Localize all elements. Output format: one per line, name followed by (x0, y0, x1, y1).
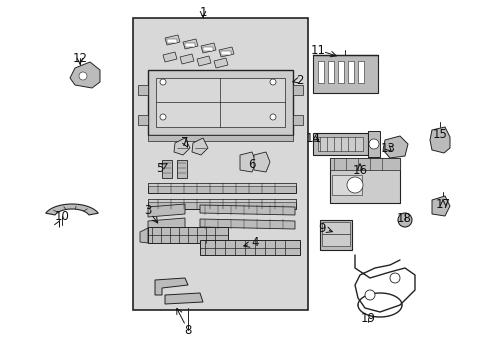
Bar (200, 240, 299, 255)
Circle shape (160, 114, 165, 120)
Bar (337, 61, 343, 83)
Polygon shape (197, 56, 210, 66)
Polygon shape (201, 43, 216, 53)
Text: 15: 15 (432, 129, 447, 141)
Bar (327, 61, 333, 83)
Bar (138, 115, 148, 125)
Polygon shape (70, 62, 100, 88)
Circle shape (269, 79, 275, 85)
Bar (162, 160, 172, 178)
Bar (133, 18, 307, 310)
Text: 12: 12 (72, 51, 87, 64)
Circle shape (389, 273, 399, 283)
Polygon shape (140, 228, 148, 243)
Bar (148, 135, 292, 141)
Polygon shape (253, 152, 269, 172)
Circle shape (397, 213, 411, 227)
Bar (347, 61, 353, 83)
Bar (329, 158, 399, 170)
Text: 8: 8 (184, 324, 191, 337)
Bar (221, 51, 230, 55)
Bar (138, 85, 148, 95)
Bar (357, 61, 363, 83)
Polygon shape (240, 152, 256, 172)
Bar (148, 199, 295, 202)
Circle shape (346, 177, 362, 193)
Bar (319, 220, 351, 250)
Text: 17: 17 (435, 198, 449, 211)
Text: 11: 11 (310, 44, 325, 57)
Bar (156, 78, 285, 127)
Text: 18: 18 (396, 211, 410, 225)
Bar (148, 183, 295, 186)
Bar (321, 222, 349, 234)
Bar (148, 183, 295, 193)
Text: 19: 19 (360, 311, 375, 324)
Bar (167, 39, 177, 43)
Bar (184, 43, 195, 47)
Text: 16: 16 (352, 163, 367, 176)
Bar (292, 115, 303, 125)
Bar (312, 133, 367, 155)
Text: 10: 10 (55, 210, 69, 222)
Bar (177, 160, 186, 178)
Text: 1: 1 (199, 5, 206, 18)
Text: 6: 6 (248, 158, 255, 171)
Bar (331, 175, 361, 195)
Text: 5: 5 (156, 162, 163, 175)
Text: 9: 9 (318, 221, 325, 234)
Polygon shape (174, 138, 190, 155)
Polygon shape (214, 58, 227, 68)
Polygon shape (183, 39, 198, 49)
Polygon shape (382, 136, 407, 158)
Text: 13: 13 (380, 141, 395, 154)
Polygon shape (163, 52, 177, 62)
Bar (292, 85, 303, 95)
Polygon shape (148, 218, 184, 231)
Circle shape (368, 139, 378, 149)
Text: 14: 14 (305, 131, 320, 144)
Text: 3: 3 (144, 203, 151, 216)
Circle shape (79, 72, 87, 80)
Bar (329, 158, 399, 203)
Bar (367, 131, 379, 157)
Polygon shape (192, 138, 207, 155)
Bar (148, 70, 292, 135)
Polygon shape (200, 205, 294, 215)
Text: 7: 7 (181, 135, 188, 148)
Bar (317, 61, 324, 83)
Polygon shape (219, 47, 234, 57)
Bar (148, 227, 227, 243)
Text: 4: 4 (251, 237, 258, 249)
Polygon shape (200, 219, 294, 229)
Polygon shape (180, 54, 194, 64)
Polygon shape (429, 127, 449, 153)
Bar (312, 55, 377, 93)
Polygon shape (164, 293, 203, 304)
Bar (203, 47, 213, 51)
Polygon shape (164, 35, 180, 45)
Polygon shape (148, 204, 184, 217)
Bar (317, 137, 362, 151)
Polygon shape (155, 278, 187, 295)
Polygon shape (45, 204, 98, 215)
Bar (321, 234, 349, 246)
Circle shape (364, 290, 374, 300)
Polygon shape (431, 196, 449, 216)
Circle shape (160, 79, 165, 85)
Bar (148, 199, 295, 209)
Text: 2: 2 (296, 73, 303, 86)
Circle shape (269, 114, 275, 120)
